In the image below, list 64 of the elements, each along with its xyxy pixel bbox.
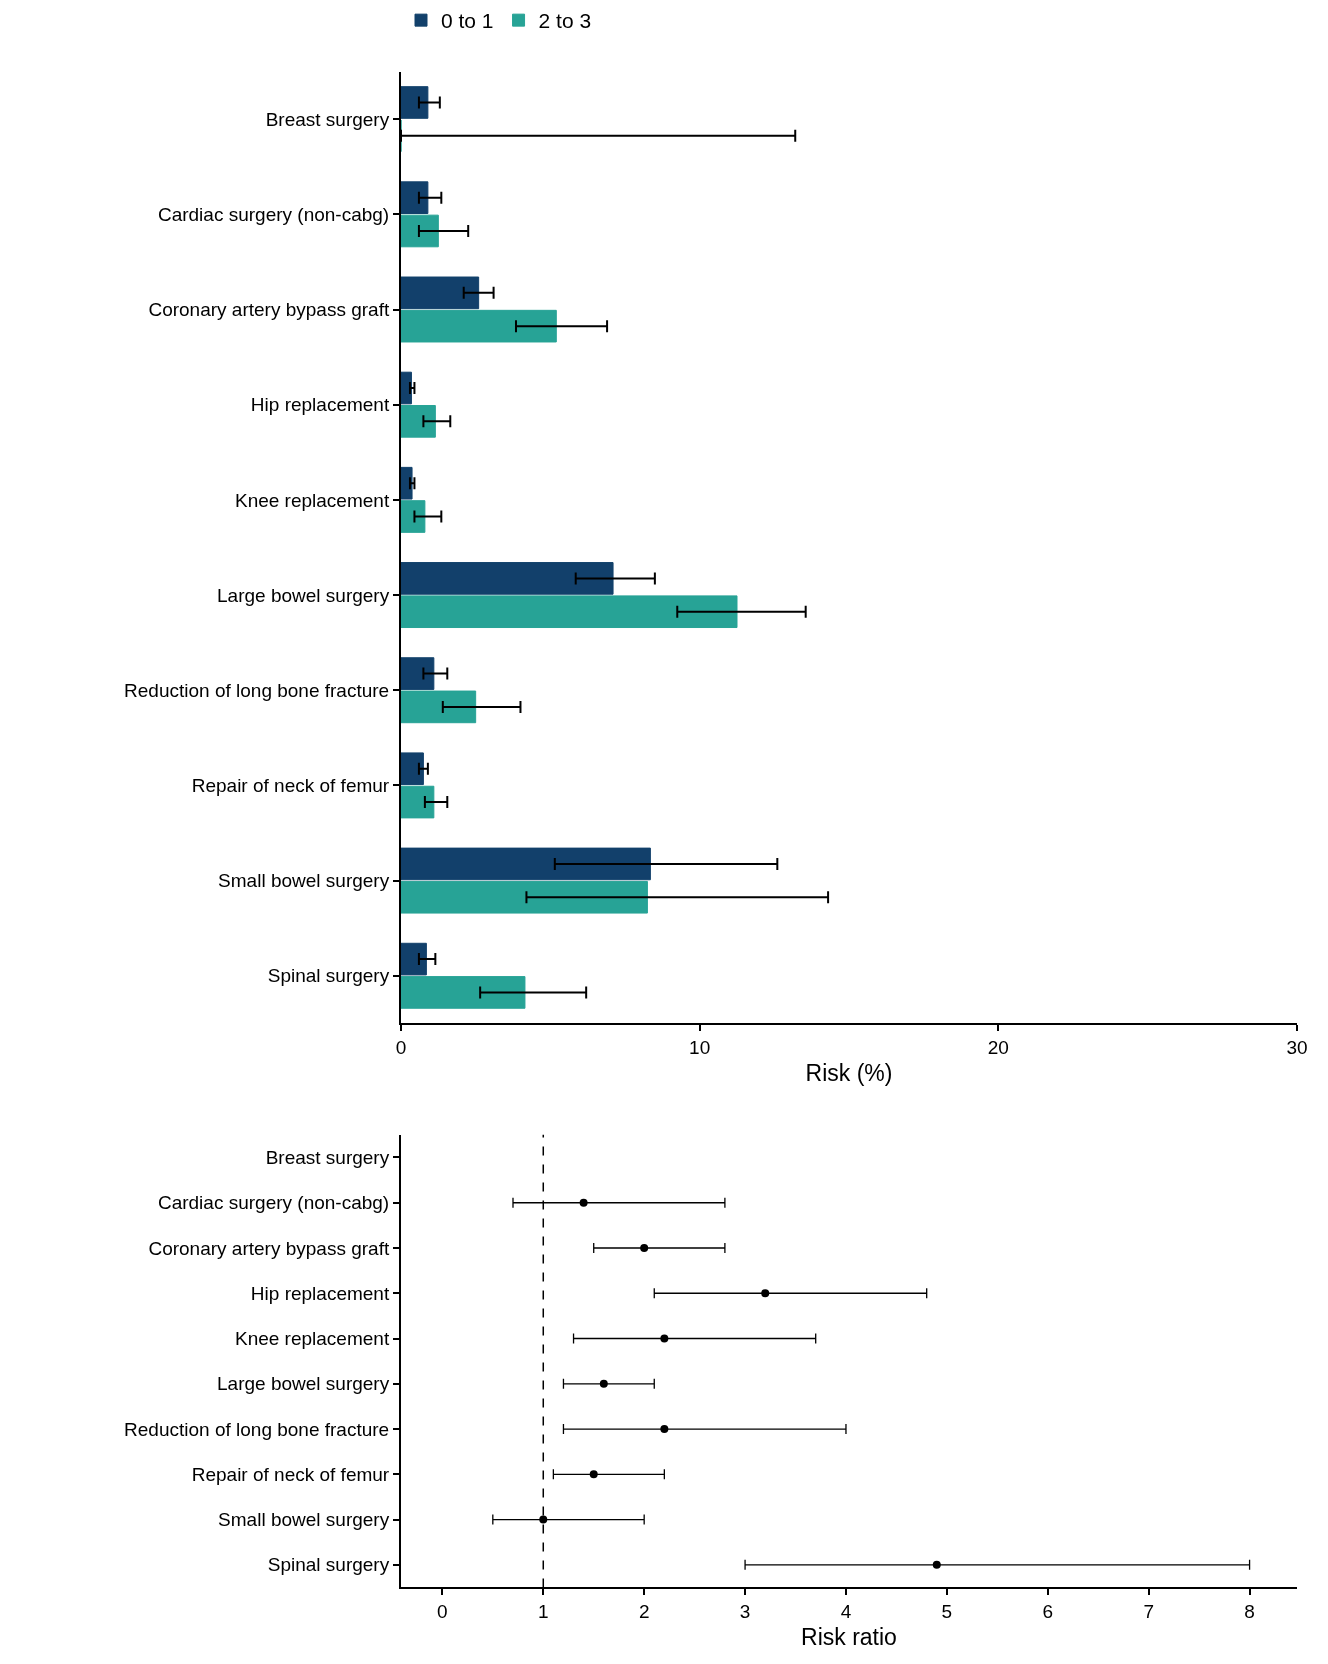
x-tick-label: 30: [1286, 1037, 1308, 1059]
y-tick-label: Breast surgery: [265, 1147, 390, 1169]
point: [579, 1198, 588, 1207]
y-tick-label: Large bowel surgery: [217, 1373, 390, 1395]
y-tick-label: Repair of neck of femur: [191, 775, 390, 797]
y-tick-label: Hip replacement: [250, 394, 390, 416]
bar: [401, 562, 614, 595]
y-tick-label: Breast surgery: [265, 108, 390, 130]
x-tick-label: 1: [537, 1601, 549, 1623]
x-tick-label: 20: [987, 1037, 1009, 1059]
y-tick-label: Small bowel surgery: [218, 870, 390, 892]
x-tick-label: 4: [840, 1601, 852, 1623]
x-tick-label: 6: [1042, 1601, 1054, 1623]
y-tick-label: Cardiac surgery (non-cabg): [157, 1192, 390, 1214]
y-tick-label: Hip replacement: [250, 1282, 390, 1304]
point: [761, 1289, 770, 1298]
bar: [401, 500, 426, 533]
bar: [401, 847, 651, 881]
bar: [401, 214, 439, 248]
y-tick-label: Coronary artery bypass graft: [148, 1237, 390, 1259]
y-tick-label: Repair of neck of femur: [191, 1463, 390, 1485]
bar: [401, 785, 435, 819]
y-tick-label: Coronary artery bypass graft: [148, 299, 390, 321]
bar: [401, 86, 429, 119]
point: [660, 1334, 669, 1343]
y-tick-label: Reduction of long bone fracture: [124, 679, 390, 701]
x-axis-title: Risk ratio: [801, 1624, 897, 1651]
x-tick-label: 5: [941, 1601, 953, 1623]
bar: [401, 976, 526, 1009]
y-tick-label: Spinal surgery: [267, 965, 390, 987]
x-tick-label: 10: [689, 1037, 711, 1059]
y-tick-label: Spinal surgery: [267, 1554, 390, 1576]
point: [599, 1379, 608, 1388]
bar: [401, 690, 477, 724]
x-tick-label: 0: [395, 1037, 407, 1059]
legend-label: 2 to 3: [538, 9, 592, 33]
x-tick-label: 2: [638, 1601, 650, 1623]
x-tick-label: 8: [1244, 1601, 1255, 1623]
bar: [401, 181, 429, 214]
bar: [401, 942, 427, 976]
bar: [401, 309, 557, 343]
bar: [401, 657, 435, 690]
point: [589, 1470, 598, 1479]
x-axis-title: Risk (%): [805, 1060, 893, 1087]
y-tick-label: Small bowel surgery: [218, 1509, 390, 1531]
point: [640, 1244, 649, 1252]
x-tick-label: 3: [739, 1601, 751, 1623]
bar: [401, 276, 480, 310]
bar: [401, 880, 648, 914]
y-tick-label: Knee replacement: [234, 489, 390, 511]
x-tick-label: 0: [437, 1601, 448, 1623]
bar: [401, 405, 436, 438]
y-tick-label: Reduction of long bone fracture: [124, 1418, 390, 1440]
bar: [401, 752, 424, 786]
legend-label: 0 to 1: [441, 9, 494, 33]
y-tick-label: Large bowel surgery: [217, 584, 390, 606]
y-tick-label: Knee replacement: [234, 1328, 390, 1350]
point: [539, 1515, 548, 1524]
x-tick-label: 7: [1143, 1601, 1154, 1623]
bar: [401, 595, 738, 629]
point: [932, 1560, 941, 1569]
bar: [401, 466, 413, 500]
y-tick-label: Cardiac surgery (non-cabg): [157, 203, 390, 225]
point: [660, 1425, 669, 1434]
